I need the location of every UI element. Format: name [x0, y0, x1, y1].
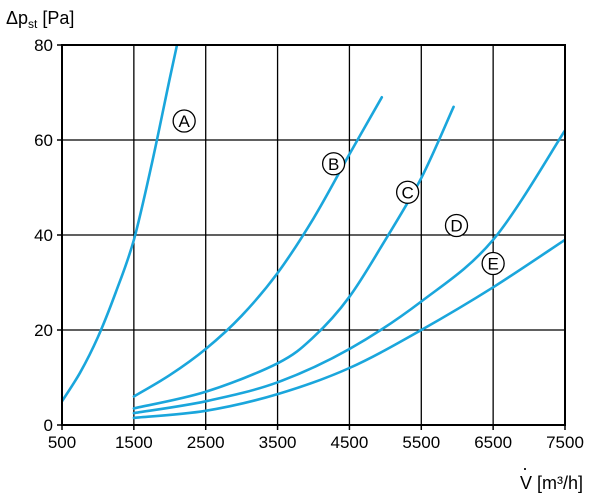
x-tick-label: 1500 [115, 433, 153, 452]
series-line-E [132, 238, 565, 420]
curve-label-circle [321, 152, 346, 176]
curve-label-text: C [401, 183, 413, 202]
curve-label-text: A [178, 112, 190, 131]
series-line-A [62, 45, 179, 403]
curve-label-text: E [487, 255, 498, 274]
curve-label-B: B [321, 152, 346, 176]
y-tick-label: 20 [34, 321, 53, 340]
curve-label-circle [481, 251, 505, 276]
x-tick-label: 4500 [331, 433, 369, 452]
y-axis-title: Δpst [Pa] [6, 8, 74, 31]
curves [62, 45, 565, 420]
y-axis-title-unit: [Pa] [37, 8, 74, 28]
x-tick-label: 6500 [474, 433, 512, 452]
curve-label-text: D [450, 217, 462, 236]
x-axis-title: V [m³/h] [520, 473, 583, 493]
x-axis-title-symbol: V [520, 473, 532, 493]
x-axis-title-unit: [m³/h] [532, 473, 583, 493]
tick-labels: 500 1500 2500 3500 4500 5500 6500 7500 0 20 40 60 80 [34, 36, 584, 452]
x-tick-label: 3500 [259, 433, 297, 452]
y-tick-label: 60 [34, 131, 53, 150]
curve-label-A: A [172, 109, 196, 133]
y-axis-title-main: Δp [6, 8, 28, 28]
x-tick-label: 500 [48, 433, 76, 452]
curve-label-text: B [328, 155, 339, 174]
curve-label-D: D [444, 213, 469, 238]
y-tick-label: 40 [34, 226, 53, 245]
series-line-C [132, 105, 455, 410]
y-tick-label: 0 [44, 416, 53, 435]
series-line-B [132, 96, 384, 398]
curve-labels: A B C D E [172, 109, 505, 276]
x-tick-label: 2500 [187, 433, 225, 452]
y-axis-title-sub: st [28, 17, 38, 31]
curve-label-C: C [395, 180, 420, 204]
curve-label-circle [444, 213, 469, 238]
curve-label-E: E [481, 251, 505, 276]
x-tick-label: 5500 [402, 433, 440, 452]
x-axis-title-dot: · [522, 458, 528, 478]
grid [62, 45, 565, 425]
x-tick-label: 7500 [546, 433, 584, 452]
curve-label-circle [172, 109, 196, 133]
y-tick-label: 80 [34, 36, 53, 55]
series-line-D [132, 129, 565, 415]
curve-label-circle [395, 180, 420, 204]
